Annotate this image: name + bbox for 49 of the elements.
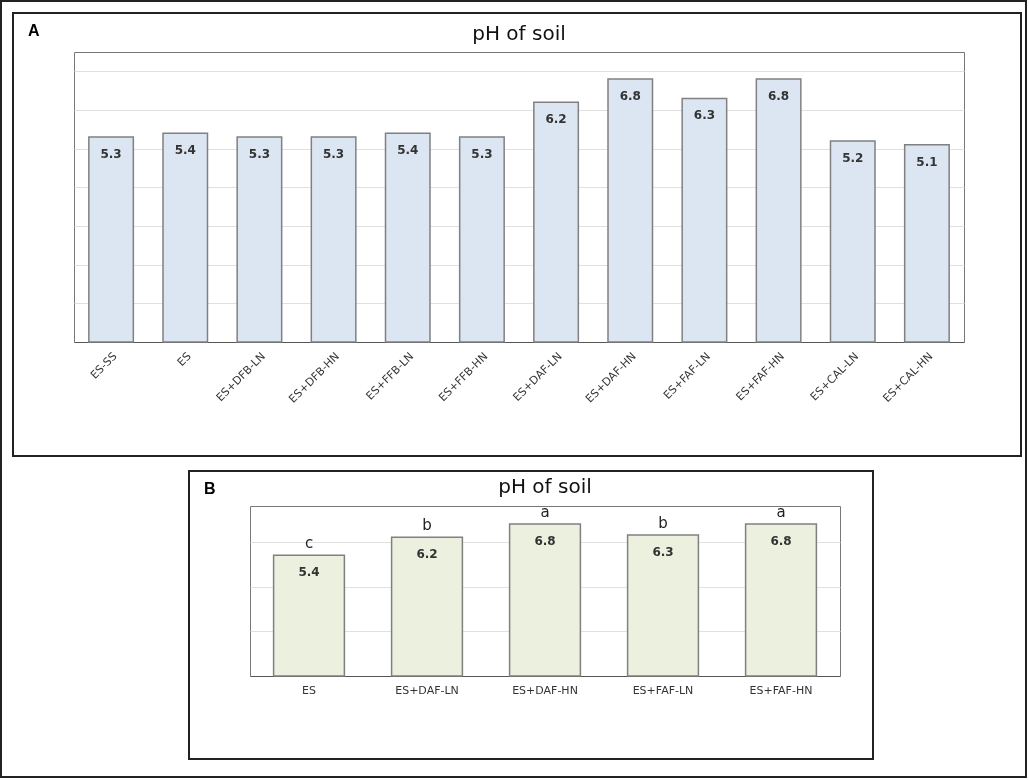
bar bbox=[384, 132, 431, 343]
bar bbox=[829, 140, 876, 343]
bar bbox=[744, 523, 818, 677]
bar bbox=[310, 136, 357, 343]
bar bbox=[236, 136, 283, 343]
data-label: 5.2 bbox=[842, 150, 864, 165]
chart-title: pH of soil bbox=[472, 21, 566, 45]
data-label: 5.3 bbox=[322, 147, 345, 162]
bar bbox=[272, 554, 346, 677]
data-label: 6.8 bbox=[619, 89, 641, 104]
x-tick-label: ES+FAF-LN bbox=[632, 683, 694, 697]
data-label: 5.4 bbox=[397, 143, 419, 158]
data-label: 6.3 bbox=[693, 108, 716, 123]
data-label: 5.3 bbox=[248, 147, 271, 162]
bar bbox=[626, 534, 700, 677]
bar bbox=[755, 78, 802, 343]
annotation: b bbox=[658, 514, 668, 533]
text: B bbox=[204, 480, 216, 498]
x-tick-label: ES+FAF-HN bbox=[749, 683, 813, 697]
bar bbox=[903, 144, 950, 343]
data-label: 6.3 bbox=[652, 545, 674, 560]
x-tick-label: ES bbox=[302, 683, 316, 697]
data-label: 5.1 bbox=[916, 154, 938, 169]
annotation: a bbox=[540, 502, 550, 521]
data-label: 6.8 bbox=[770, 533, 792, 548]
data-label: 5.4 bbox=[298, 565, 320, 580]
annotation: b bbox=[422, 516, 432, 535]
data-label: 5.4 bbox=[174, 143, 196, 158]
data-label: 6.8 bbox=[534, 533, 556, 548]
data-label: 6.2 bbox=[416, 547, 438, 562]
text: A bbox=[28, 22, 40, 40]
data-label: 6.2 bbox=[545, 112, 567, 127]
bar bbox=[390, 536, 464, 677]
bar bbox=[607, 78, 654, 343]
bar bbox=[681, 97, 728, 343]
annotation: a bbox=[776, 502, 786, 521]
bar bbox=[88, 136, 135, 343]
bar bbox=[458, 136, 505, 343]
x-tick-label: ES+DAF-HN bbox=[512, 683, 578, 697]
bar bbox=[508, 523, 582, 677]
data-label: 6.8 bbox=[767, 89, 790, 104]
chart-title: pH of soil bbox=[498, 473, 592, 498]
x-tick-label: ES bbox=[174, 349, 194, 369]
annotation: c bbox=[304, 534, 314, 553]
data-label: 5.3 bbox=[471, 147, 493, 162]
data-label: 5.3 bbox=[100, 147, 122, 162]
bar bbox=[533, 101, 580, 343]
bar bbox=[162, 132, 209, 343]
x-tick-label: ES+DAF-LN bbox=[395, 683, 459, 697]
